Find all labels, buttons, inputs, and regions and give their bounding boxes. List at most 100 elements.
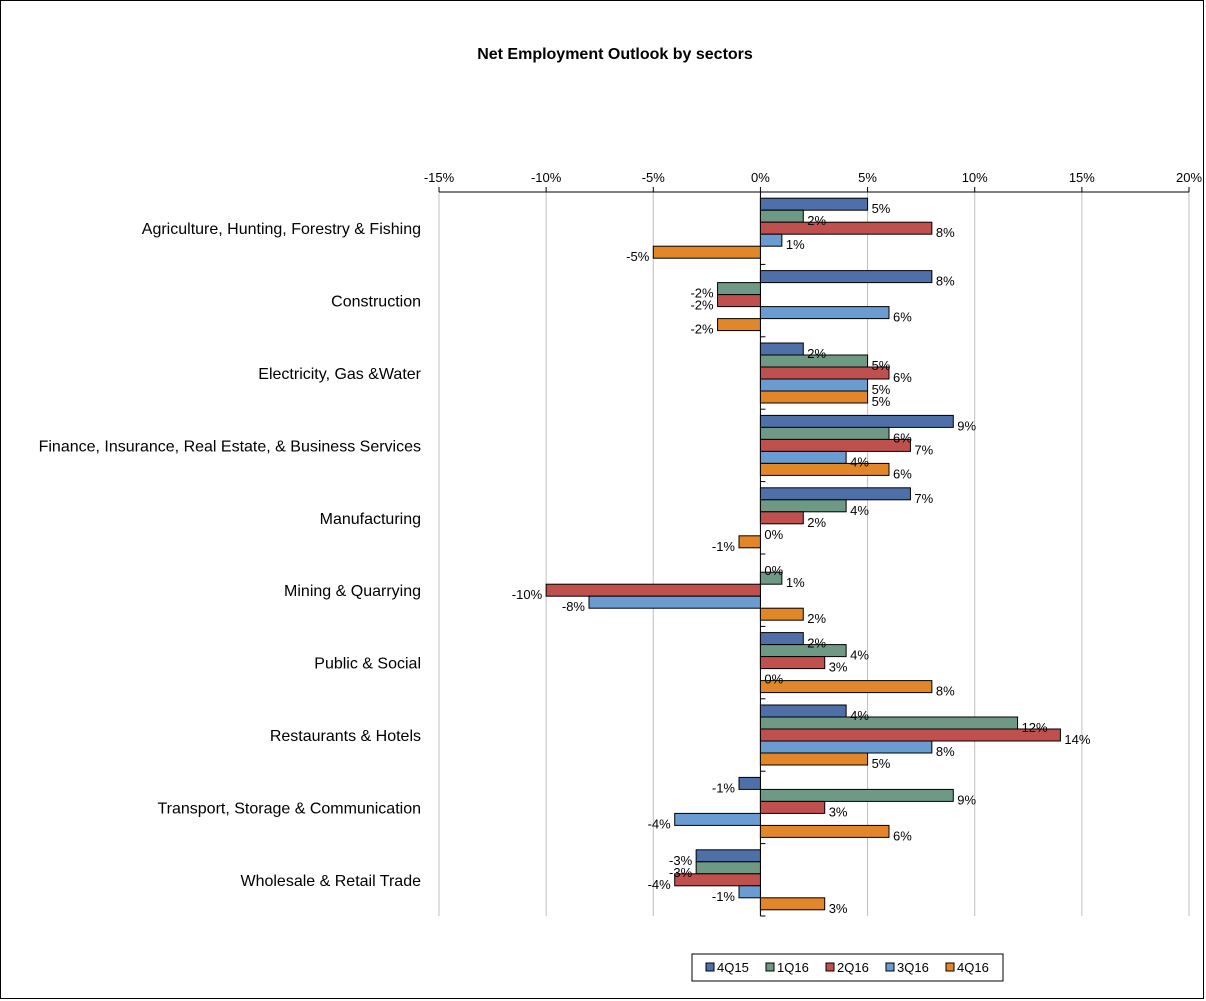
data-label: 2% [807,515,826,530]
labels-layer: 5%2%8%1%-5%8%-2%-2%6%-2%2%5%6%5%5%9%6%7%… [512,201,1091,916]
bar-4q15 [759,197,869,211]
legend-swatch-2q16 [825,962,835,972]
category-label: Wholesale & Retail Trade [240,873,421,890]
bar-2q16 [759,728,1061,742]
bar-4q15 [759,342,804,356]
bar-4q16 [759,462,890,476]
bar-2q16 [759,366,890,380]
data-label: -1% [712,889,736,904]
bar-4q15 [759,704,847,718]
legend-label: 4Q15 [717,960,749,975]
data-label: 4% [850,503,869,518]
bar-1q16 [759,644,847,658]
x-tick-label: 10% [962,170,988,185]
x-tick-label: -10% [531,170,562,185]
data-label: 8% [936,684,955,699]
data-label: 3% [829,901,848,916]
category-label: Manufacturing [320,511,421,528]
data-label: 6% [893,466,912,481]
data-label: 3% [829,804,848,819]
bar-1q16 [759,499,847,513]
bar-3q16 [759,740,933,754]
data-label: 4% [850,454,869,469]
data-label: 8% [936,744,955,759]
data-label: -5% [626,249,650,264]
bars-layer [545,197,1061,911]
data-label: -4% [648,877,672,892]
data-label: 6% [893,310,912,325]
data-label: 2% [807,611,826,626]
legend-layer: 4Q15 1Q16 2Q16 3Q16 4Q16 [691,953,1004,982]
bar-2q16 [759,438,911,452]
bar-4q15 [759,632,804,646]
data-label: -2% [690,322,714,337]
bar-4q16 [717,318,761,332]
bar-4q16 [759,752,869,766]
category-label: Electricity, Gas &Water [258,366,421,383]
data-label: 6% [893,828,912,843]
data-label: 12% [1022,720,1048,735]
legend-swatch-4q16 [945,962,955,972]
data-label: 1% [786,575,805,590]
data-label: 8% [936,225,955,240]
bar-1q16 [695,861,761,875]
data-label: 4% [850,708,869,723]
data-label: 1% [786,237,805,252]
bar-4q15 [759,270,933,284]
bar-4q16 [759,897,826,911]
data-label: -1% [712,780,736,795]
legend-label: 2Q16 [837,960,869,975]
bar-4q16 [759,824,890,838]
data-label: 0% [764,527,783,542]
bar-4q16 [759,390,869,404]
legend-swatch-3q16 [885,962,895,972]
data-label: -3% [669,865,693,880]
data-label: 5% [872,756,891,771]
bar-4q16 [759,680,933,694]
bar-4q16 [759,607,804,621]
category-label: Restaurants & Hotels [270,728,421,745]
bar-3q16 [674,812,761,826]
data-label: 6% [893,370,912,385]
bar-4q15 [695,849,761,863]
data-label: 5% [872,358,891,373]
x-tick-label: -15% [424,170,455,185]
bar-2q16 [759,800,826,814]
bar-3q16 [759,306,890,320]
bar-2q16 [759,221,933,235]
data-label: 8% [936,274,955,289]
category-label: Transport, Storage & Communication [157,800,421,817]
bar-3q16 [759,233,783,247]
data-label: 3% [829,660,848,675]
data-label: 0% [764,563,783,578]
x-tick-label: 0% [751,170,770,185]
data-label: 6% [893,430,912,445]
data-label: 14% [1064,732,1090,747]
bar-1q16 [759,209,804,223]
bar-3q16 [738,885,761,899]
legend-swatch-1q16 [765,962,775,972]
bar-4q16 [738,535,761,549]
data-label: -8% [562,599,586,614]
bar-1q16 [759,788,954,802]
x-tick-label: 5% [858,170,877,185]
bar-4q15 [759,414,954,428]
bar-2q16 [717,294,761,308]
data-label: -10% [512,587,543,602]
data-label: -4% [648,816,672,831]
data-label: -2% [690,286,714,301]
bar-3q16 [588,595,761,609]
data-label: 5% [872,382,891,397]
x-tick-label: 20% [1176,170,1202,185]
category-label: Public & Social [314,656,421,673]
bar-1q16 [759,571,783,585]
category-label: Finance, Insurance, Real Estate, & Busin… [39,438,421,455]
legend-label: 4Q16 [957,960,989,975]
category-label: Agriculture, Hunting, Forestry & Fishing [142,221,421,238]
category-label: Mining & Quarrying [284,583,421,600]
bar-3q16 [759,450,847,464]
data-label: -2% [690,298,714,313]
data-label: 5% [872,201,891,216]
